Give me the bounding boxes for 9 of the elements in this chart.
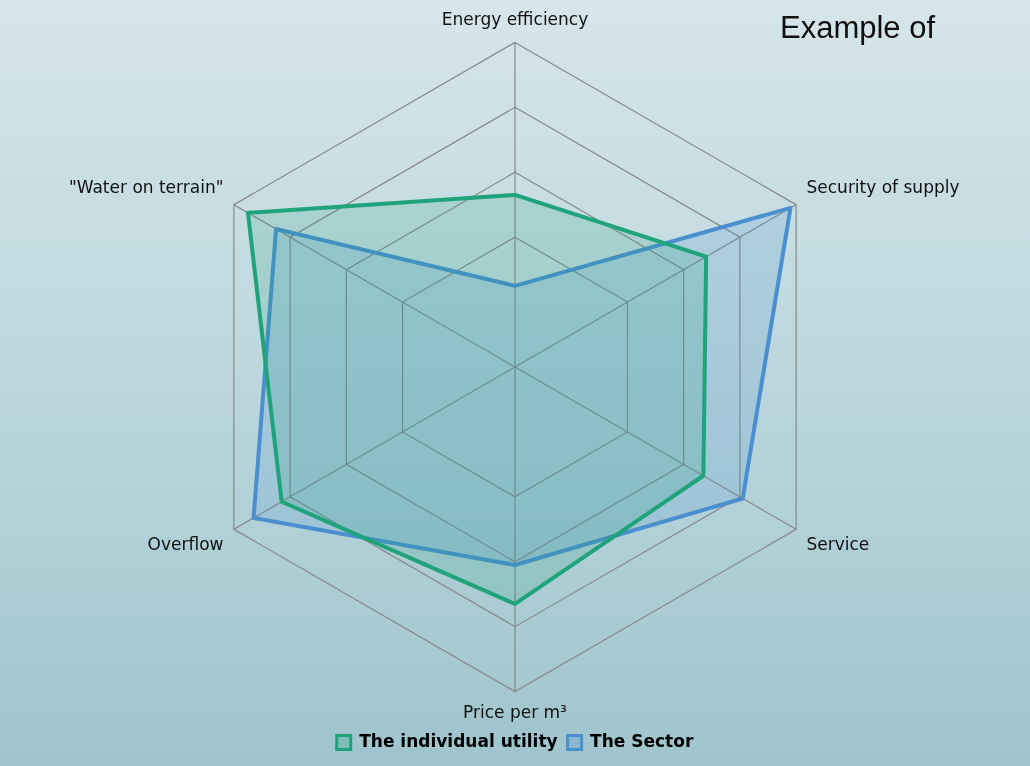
- legend-label: The individual utility: [359, 730, 558, 751]
- spoke-label: Overflow: [147, 533, 224, 554]
- spoke-label: Energy efficiency: [441, 8, 589, 29]
- spoke-label: Security of supply: [806, 176, 960, 197]
- spoke-label: Price per m³: [463, 702, 567, 723]
- spoke-label: "Water on terrain": [68, 176, 224, 197]
- chart-title: Example of: [780, 10, 936, 46]
- spoke-label: Service: [806, 533, 870, 554]
- legend-label: The Sector: [590, 730, 694, 751]
